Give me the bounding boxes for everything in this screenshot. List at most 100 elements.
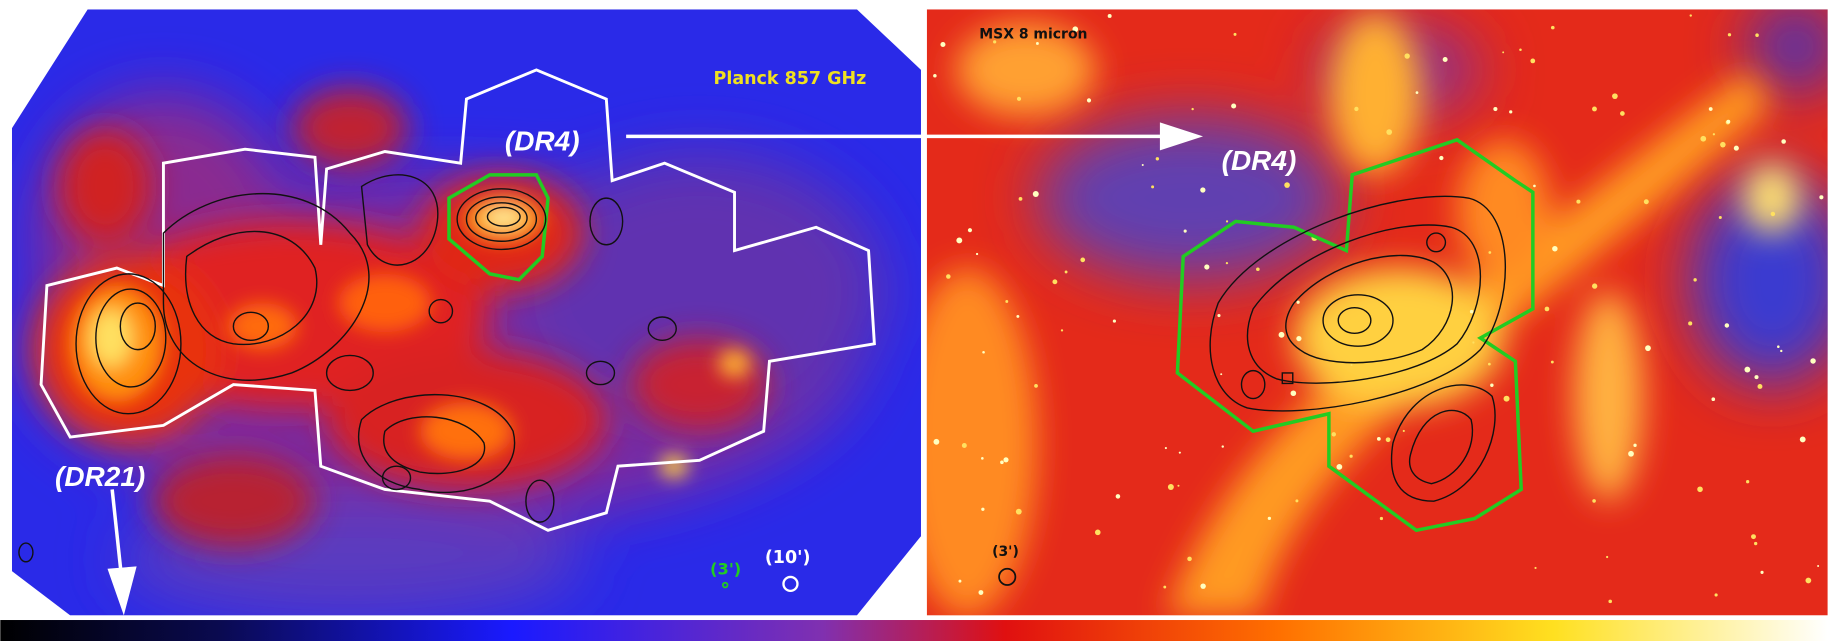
star <box>968 228 972 232</box>
star <box>1019 197 1023 201</box>
star <box>1519 48 1522 51</box>
star <box>1187 557 1192 562</box>
star <box>956 238 962 244</box>
star <box>1493 107 1497 111</box>
star <box>1771 212 1775 216</box>
star <box>1744 367 1750 373</box>
star <box>1113 320 1116 323</box>
beam-label: (10') <box>765 548 811 568</box>
star <box>1332 432 1336 436</box>
region-label: (DR4) <box>1222 145 1297 176</box>
star <box>1295 499 1298 502</box>
star <box>1576 200 1580 204</box>
star <box>1350 455 1353 458</box>
star <box>1780 350 1782 352</box>
star <box>1350 364 1352 366</box>
star <box>1800 437 1806 443</box>
star <box>933 439 939 445</box>
star <box>1404 53 1409 58</box>
star <box>1222 445 1224 447</box>
star <box>1061 329 1063 331</box>
star <box>1612 93 1618 99</box>
beam-label: (3') <box>710 560 741 579</box>
star <box>1033 191 1039 197</box>
star <box>1533 185 1536 188</box>
star <box>1504 396 1510 402</box>
star <box>1142 164 1144 166</box>
star <box>1403 430 1405 432</box>
star <box>1284 182 1290 188</box>
star <box>1620 111 1625 116</box>
star <box>1819 195 1823 199</box>
star <box>1725 323 1729 327</box>
star <box>1693 278 1696 281</box>
star <box>1163 586 1166 589</box>
star <box>1781 139 1786 144</box>
star <box>1297 301 1300 304</box>
star <box>1644 199 1649 204</box>
star <box>1470 310 1473 313</box>
star <box>946 274 951 279</box>
star <box>1760 571 1763 574</box>
star <box>1080 258 1085 263</box>
star <box>1688 321 1692 325</box>
star <box>933 74 937 78</box>
star <box>1719 216 1722 219</box>
star <box>1751 534 1756 539</box>
msx-map <box>898 0 1828 618</box>
star <box>1200 583 1205 588</box>
star <box>1017 97 1021 101</box>
region-label: (DR4) <box>505 125 580 156</box>
star <box>1291 390 1297 396</box>
star <box>978 590 983 595</box>
star <box>1000 460 1004 464</box>
star <box>1005 300 1008 303</box>
star <box>1003 457 1008 462</box>
star <box>1754 542 1757 545</box>
star <box>1095 530 1101 536</box>
star <box>1534 567 1536 569</box>
star <box>1755 33 1759 37</box>
star <box>1191 108 1193 110</box>
star <box>1168 484 1174 490</box>
star <box>1711 397 1715 401</box>
star <box>1530 59 1535 64</box>
star <box>1377 437 1381 441</box>
star <box>1386 129 1392 135</box>
star <box>981 457 984 460</box>
star <box>1151 185 1154 188</box>
star <box>1551 26 1555 30</box>
star <box>1608 600 1612 604</box>
beam-label: (3') <box>992 544 1019 560</box>
star <box>1065 271 1068 274</box>
star <box>1633 444 1636 447</box>
star <box>1728 33 1731 36</box>
star <box>1754 375 1758 379</box>
star <box>1226 220 1228 222</box>
star <box>1386 437 1391 442</box>
star <box>1177 485 1179 487</box>
star <box>1805 578 1811 584</box>
star <box>1416 91 1419 94</box>
star <box>1757 384 1762 389</box>
star <box>1545 307 1550 312</box>
star <box>1720 142 1726 148</box>
star <box>1700 136 1706 142</box>
star <box>1052 279 1057 284</box>
star <box>959 580 962 583</box>
star <box>1713 133 1715 135</box>
star <box>1279 332 1285 338</box>
star <box>962 443 967 448</box>
star <box>1220 373 1222 375</box>
star <box>1217 314 1220 317</box>
star <box>1817 565 1819 567</box>
panel-title: Planck 857 GHz <box>714 69 867 89</box>
region-label: (DR21) <box>55 461 145 492</box>
page: {"left_panel": {"title": "Planck 857 GHz… <box>0 0 1828 641</box>
panel-title: MSX 8 micron <box>979 26 1087 42</box>
star <box>1488 251 1491 254</box>
star <box>1697 486 1703 492</box>
star <box>1231 103 1236 108</box>
star <box>1502 51 1504 53</box>
star <box>1552 246 1557 251</box>
